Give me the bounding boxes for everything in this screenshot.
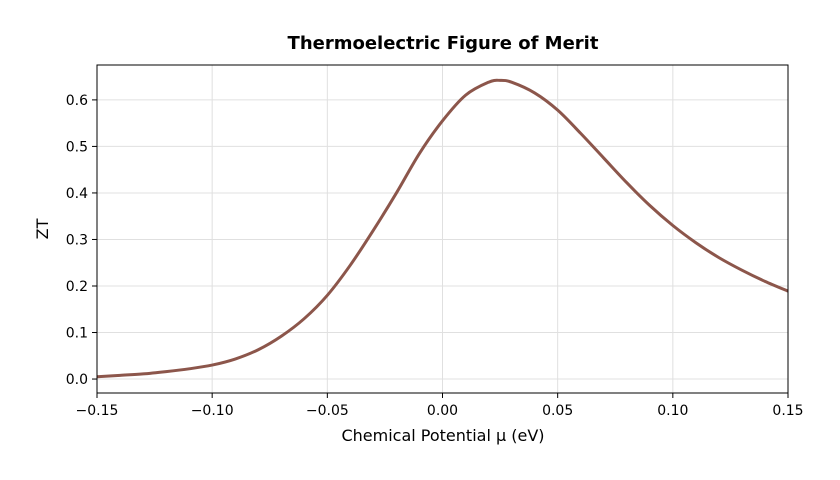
series-layer bbox=[96, 78, 789, 379]
x-axis-label: Chemical Potential μ (eV) bbox=[341, 426, 544, 445]
y-axis-label: ZT bbox=[33, 218, 52, 239]
axis-ticks: −0.15 −0.10 −0.05 0.00 0.05 0.10 0.15 0.0 0.1 0.2… bbox=[66, 93, 804, 419]
y-tick-label: 0.5 bbox=[66, 139, 88, 155]
grid-lines bbox=[96, 65, 789, 393]
x-tick-label: −0.05 bbox=[306, 403, 349, 419]
y-tick-label: 0.3 bbox=[66, 232, 88, 248]
chart-title: Thermoelectric Figure of Merit bbox=[288, 33, 599, 54]
y-tick-label: 0.6 bbox=[66, 93, 88, 109]
y-tick-label: 0.0 bbox=[66, 372, 88, 388]
x-tick-label: 0.00 bbox=[427, 403, 458, 419]
x-tick-label: −0.15 bbox=[76, 403, 119, 419]
x-tick-label: −0.10 bbox=[191, 403, 234, 419]
y-tick-label: 0.2 bbox=[66, 279, 88, 295]
y-tick-label: 0.1 bbox=[66, 326, 88, 342]
x-tick-label: 0.05 bbox=[542, 403, 573, 419]
x-tick-label: 0.15 bbox=[772, 403, 803, 419]
zt-series-line bbox=[96, 78, 789, 379]
y-tick-label: 0.4 bbox=[66, 186, 88, 202]
x-tick-label: 0.10 bbox=[657, 403, 688, 419]
